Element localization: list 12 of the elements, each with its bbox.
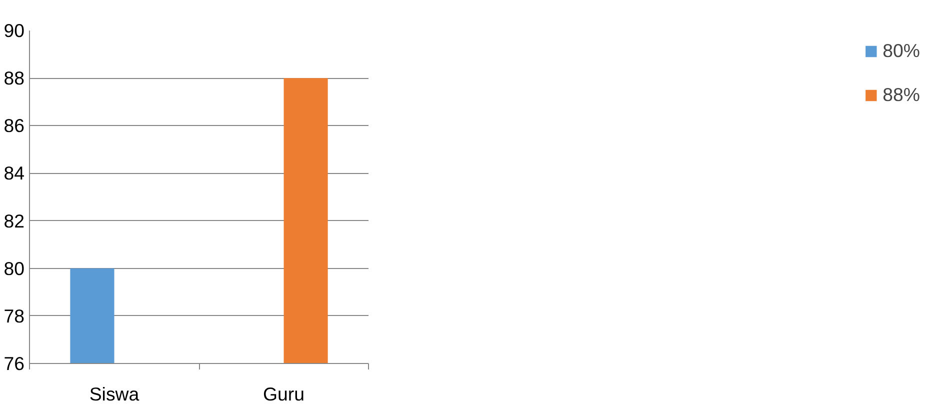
legend-label: 80% [882, 40, 920, 62]
y-tick-label: 80 [4, 258, 25, 279]
x-tick-label: Guru [263, 384, 304, 404]
x-tick-label: Siswa [89, 384, 140, 404]
legend-label: 88% [882, 84, 920, 106]
y-tick-label: 90 [4, 20, 25, 41]
y-tick-label: 76 [4, 353, 25, 374]
y-tick-label: 82 [4, 210, 25, 232]
y-tick-label: 86 [4, 115, 25, 136]
y-tick-label: 78 [4, 305, 25, 326]
y-tick-label: 84 [4, 162, 25, 184]
y-tick-label: 88 [4, 68, 25, 89]
